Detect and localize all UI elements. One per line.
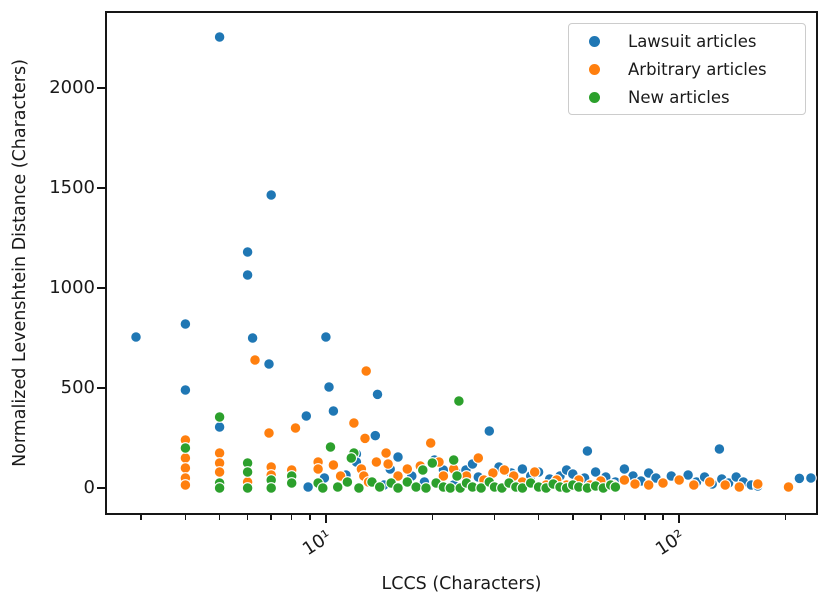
y-tick-mark: [97, 87, 105, 89]
y-tick-mark: [97, 487, 105, 489]
x-minor-tick-mark: [600, 515, 602, 520]
legend-marker-new-icon: [589, 91, 600, 103]
x-minor-tick-mark: [246, 515, 249, 520]
x-minor-tick-mark: [218, 515, 221, 520]
legend-label-arbitrary: Arbitrary articles: [628, 59, 767, 79]
x-minor-tick-mark: [572, 515, 574, 520]
x-minor-tick-mark: [784, 515, 787, 520]
y-tick-mark: [97, 187, 105, 189]
x-minor-tick-mark: [644, 515, 646, 520]
legend-item-new-articles: New articles: [569, 86, 805, 108]
x-axis-label: LCCS (Characters): [381, 574, 542, 594]
x-minor-tick-mark: [309, 515, 311, 520]
y-tick-label: 1500: [49, 177, 95, 198]
x-minor-tick-mark: [184, 515, 187, 520]
x-major-tick-mark: [324, 515, 327, 523]
x-major-tick-mark: [678, 515, 681, 523]
x-tick-label: 10²: [651, 526, 689, 561]
legend-marker-lawsuit-icon: [589, 35, 600, 47]
x-tick-label: 10¹: [298, 526, 336, 561]
y-tick-label: 1000: [49, 277, 95, 298]
legend-item-lawsuit-articles: Lawsuit articles: [569, 30, 805, 52]
x-minor-tick-mark: [537, 515, 540, 520]
legend-marker-arbitrary-icon: [589, 63, 600, 75]
x-minor-tick-mark: [140, 515, 142, 520]
legend-label-lawsuit: Lawsuit articles: [628, 31, 757, 51]
x-minor-tick-mark: [270, 515, 272, 520]
legend: Lawsuit articles Arbitrary articles New …: [568, 23, 806, 115]
x-minor-tick-mark: [662, 515, 664, 520]
y-tick-mark: [97, 387, 105, 389]
x-minor-tick-mark: [623, 515, 626, 520]
y-tick-label: 2000: [49, 77, 95, 98]
x-minor-tick-mark: [493, 515, 496, 520]
y-tick-label: 500: [60, 377, 95, 398]
y-tick-label: 0: [83, 477, 95, 498]
x-minor-tick-mark: [431, 515, 433, 520]
legend-item-arbitrary-articles: Arbitrary articles: [569, 58, 805, 80]
y-tick-mark: [97, 287, 105, 289]
x-minor-tick-mark: [290, 515, 293, 520]
legend-label-new: New articles: [628, 87, 730, 107]
